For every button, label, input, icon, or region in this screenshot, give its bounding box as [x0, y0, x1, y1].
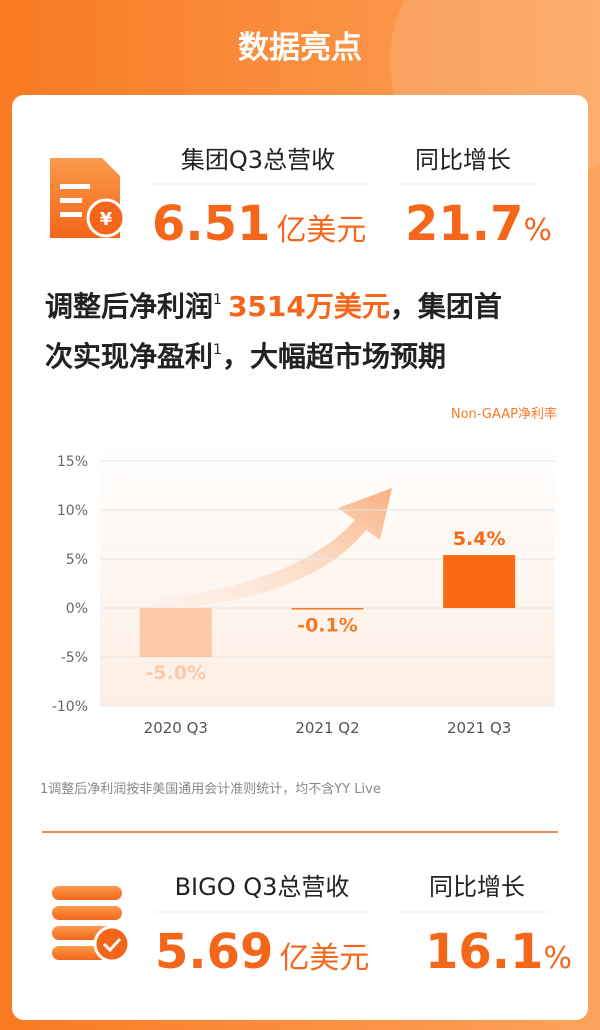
y-tick-label: -10% — [52, 699, 88, 715]
number: 16.1 — [425, 924, 543, 980]
text: 调整后净利润 — [45, 290, 213, 323]
trend-arrow — [150, 488, 392, 610]
bar — [291, 608, 364, 610]
bar — [139, 608, 212, 657]
document-icon: ¥ — [50, 158, 126, 238]
x-tick-label: 2021 Q3 — [447, 719, 511, 737]
coins-icon — [52, 886, 131, 963]
footnote: 1调整后净利润按非美国通用会计准则统计，均不含YY Live — [40, 781, 381, 797]
legend-label: Non-GAAP净利率 — [451, 406, 557, 422]
bar — [443, 555, 516, 608]
sup: 1 — [213, 292, 222, 308]
unit: 亿美元 — [279, 941, 369, 976]
metric-value: 6.51 亿美元 — [152, 196, 366, 252]
value-label: -5.0% — [146, 662, 207, 684]
metric-label: 集团Q3总营收 — [181, 146, 335, 174]
sup: 1 — [213, 342, 222, 358]
metric-value: 21.7% — [405, 196, 552, 252]
x-tick-label: 2021 Q2 — [295, 719, 359, 737]
text: 次实现净盈利 — [45, 340, 213, 373]
unit: % — [543, 941, 572, 976]
metric-value: 16.1% — [425, 924, 572, 980]
y-tick-label: 10% — [57, 503, 88, 519]
value-label: -0.1% — [297, 615, 358, 637]
headline: 次实现净盈利1，大幅超市场预期 — [45, 340, 446, 373]
metric-label: 同比增长 — [429, 873, 525, 901]
header-title: 数据亮点 — [238, 30, 362, 66]
text: ，集团首 — [390, 290, 502, 323]
metric-label: 同比增长 — [415, 146, 511, 174]
chart: -10% -5% 0% 5% 10% 15% Non-GAAP净利率 2020 Q3 -5.0%… — [52, 406, 557, 737]
unit: 亿美元 — [276, 213, 366, 248]
headline: 调整后净利润1 3514万美元，集团首 — [45, 290, 502, 323]
metric-label: BIGO Q3总营收 — [175, 873, 350, 901]
number: 21.7 — [405, 196, 523, 252]
metric-value: 5.69 亿美元 — [155, 924, 369, 980]
unit: % — [523, 213, 552, 248]
y-tick-label: -5% — [61, 650, 88, 666]
text: ，大幅超市场预期 — [222, 340, 446, 373]
x-tick-label: 2020 Q3 — [144, 719, 208, 737]
y-tick-label: 5% — [66, 552, 88, 568]
number: 6.51 — [152, 196, 270, 252]
value-label: 5.4% — [453, 528, 506, 550]
y-tick-label: 0% — [66, 601, 88, 617]
svg-text:¥: ¥ — [100, 209, 113, 230]
highlight: 3514万美元 — [228, 290, 390, 323]
y-tick-label: 15% — [57, 454, 88, 470]
number: 5.69 — [155, 924, 273, 980]
